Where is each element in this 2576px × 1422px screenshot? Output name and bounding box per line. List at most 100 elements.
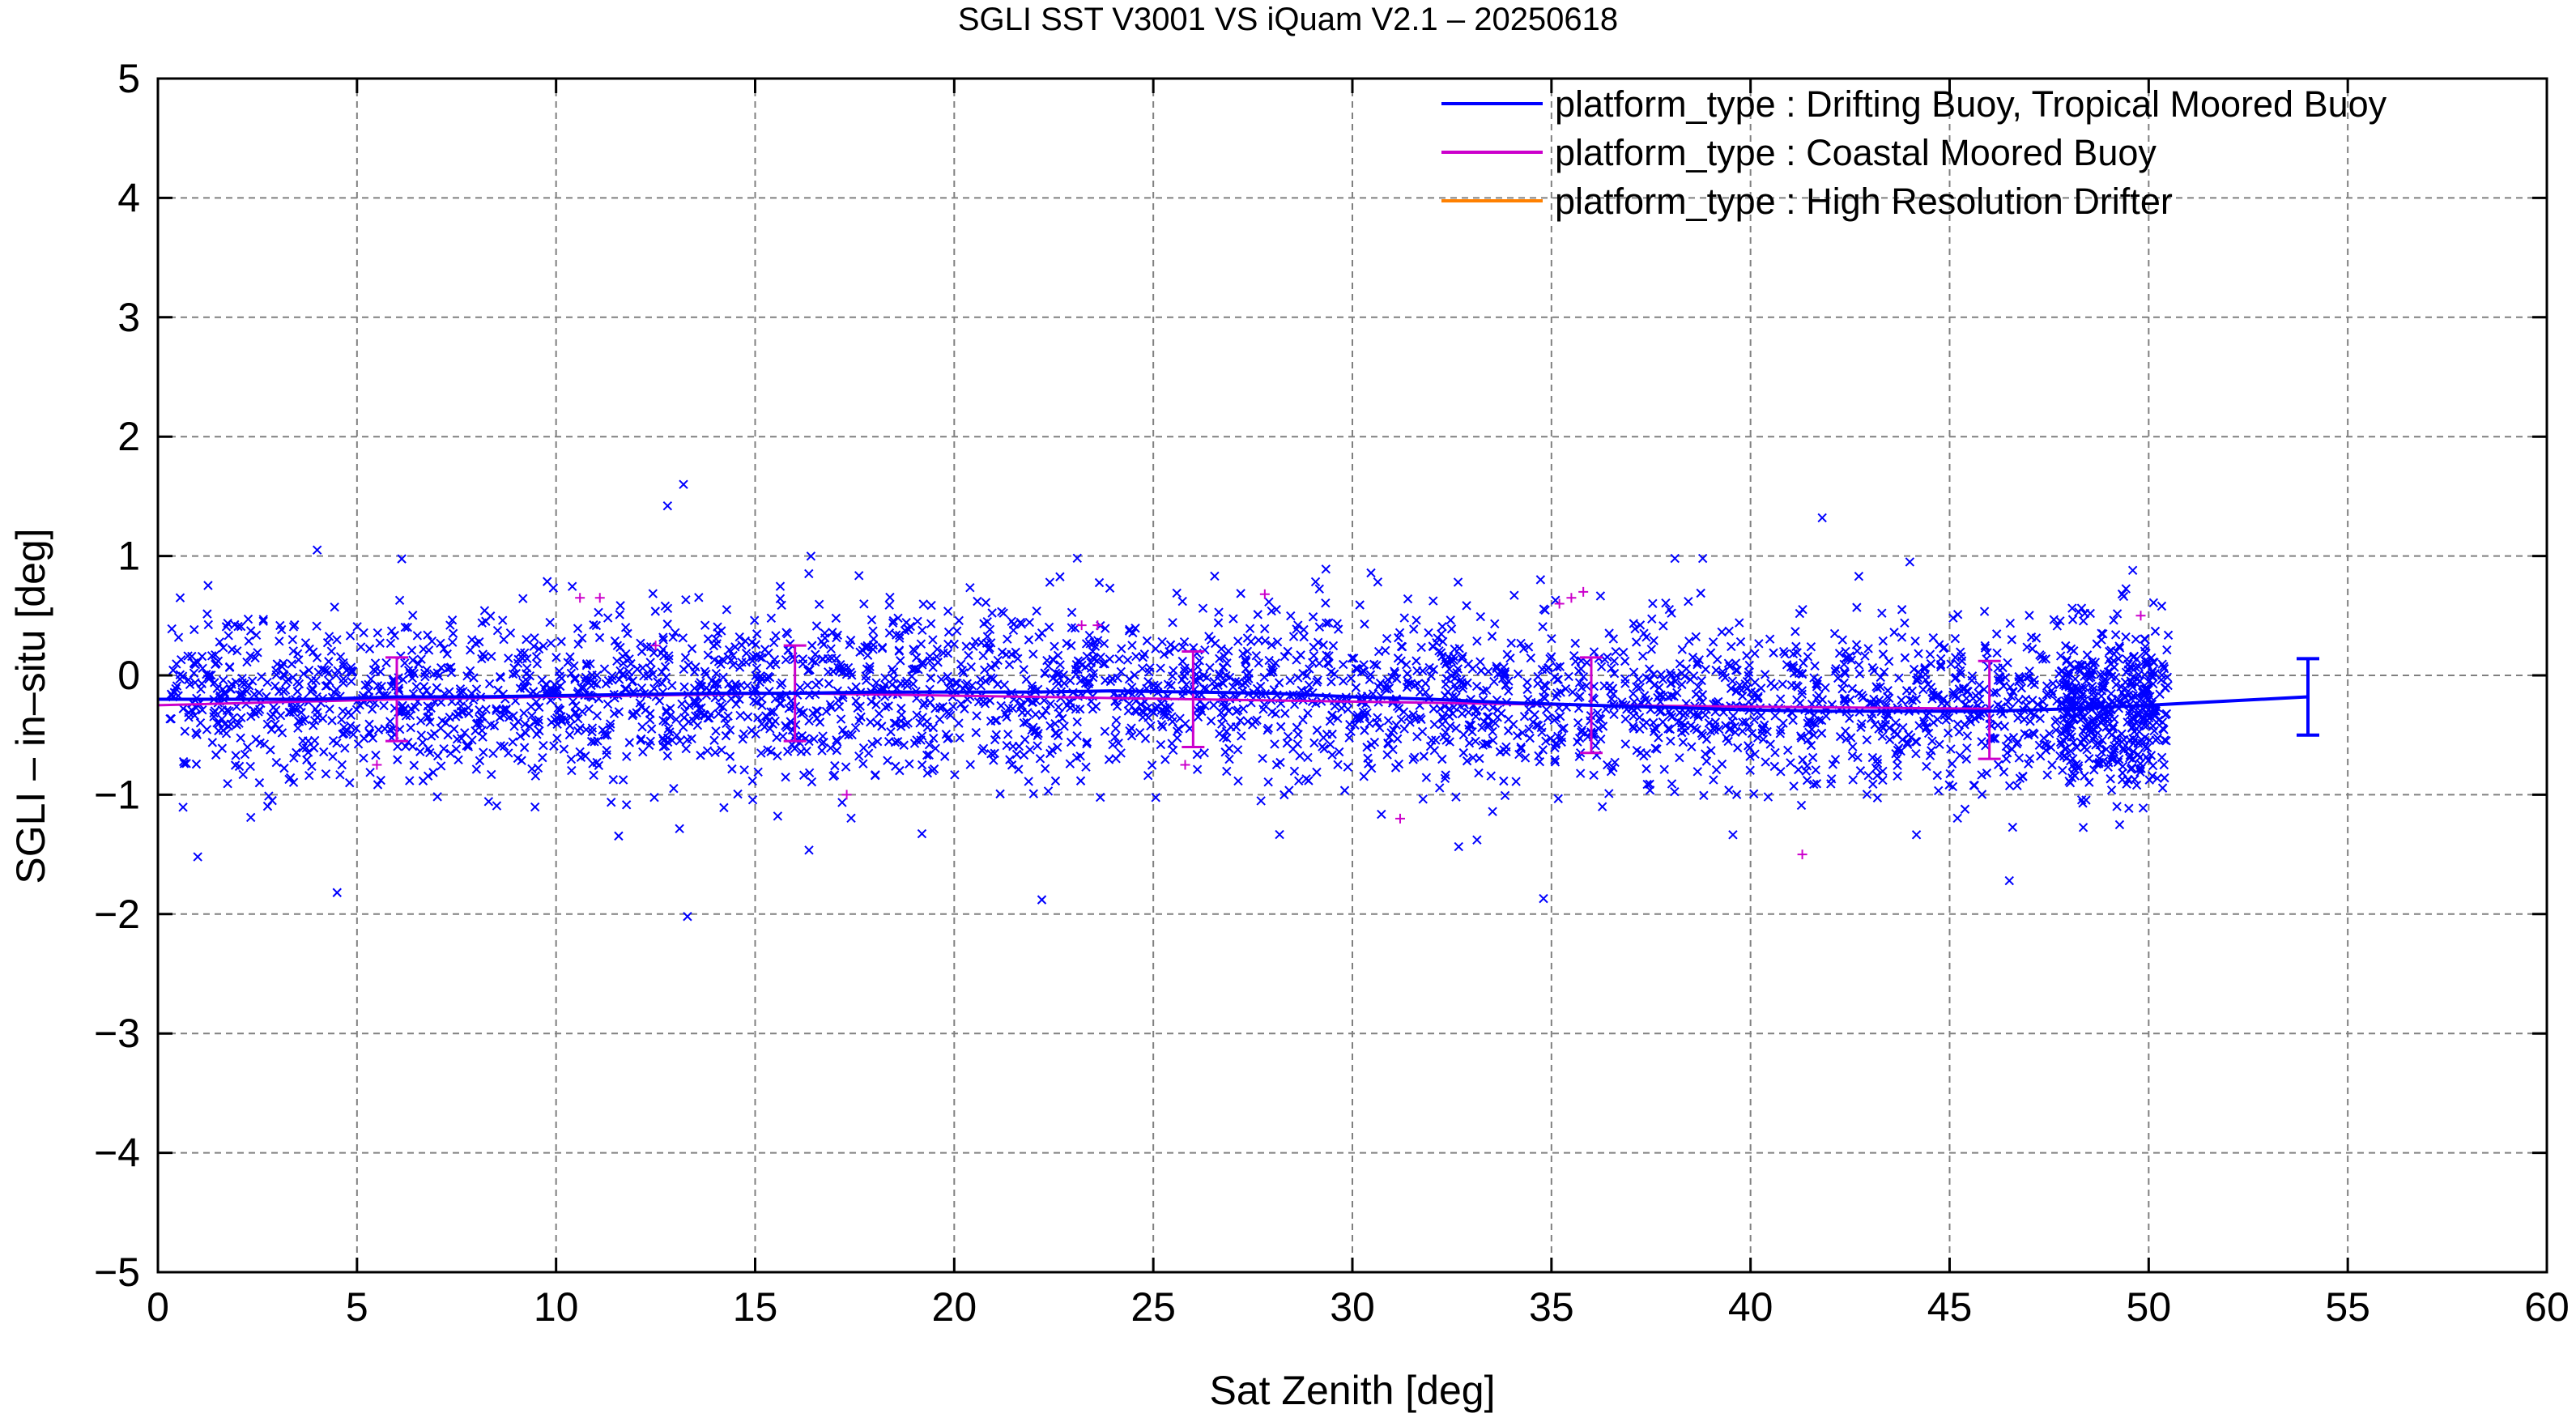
data-point xyxy=(1862,790,1872,799)
data-point xyxy=(178,756,189,767)
data-point xyxy=(1403,669,1412,679)
data-point xyxy=(728,683,739,693)
data-point xyxy=(337,714,347,725)
data-point xyxy=(451,744,462,754)
data-point xyxy=(771,631,781,641)
data-point xyxy=(1724,626,1734,636)
data-point xyxy=(484,679,495,689)
data-point xyxy=(965,583,975,593)
data-point xyxy=(1749,789,1759,798)
data-point xyxy=(1708,637,1718,647)
data-point xyxy=(1717,627,1727,637)
data-point xyxy=(1658,692,1668,701)
data-point xyxy=(1995,675,2005,686)
data-point xyxy=(1904,730,1914,740)
data-point xyxy=(1429,704,1439,713)
data-point xyxy=(398,700,407,710)
data-point xyxy=(1067,623,1077,632)
data-point xyxy=(183,651,193,661)
data-point xyxy=(832,632,841,643)
data-point xyxy=(492,801,502,811)
data-point xyxy=(1934,786,1944,796)
data-point xyxy=(1326,710,1337,721)
data-point xyxy=(681,743,691,754)
data-point xyxy=(1830,666,1840,676)
data-point xyxy=(2102,712,2113,722)
data-point xyxy=(2093,759,2104,768)
x-tick-label: 50 xyxy=(2127,1284,2172,1330)
data-point xyxy=(1146,721,1156,731)
data-point xyxy=(980,665,990,675)
data-point xyxy=(2131,780,2142,790)
data-point xyxy=(1609,656,1620,666)
data-point xyxy=(1396,714,1407,725)
data-point xyxy=(288,646,298,656)
data-point xyxy=(549,741,559,751)
data-point xyxy=(1059,722,1069,731)
data-point xyxy=(274,687,284,696)
data-point xyxy=(2051,725,2061,735)
data-point xyxy=(555,671,564,681)
data-point xyxy=(1462,601,1471,611)
data-point xyxy=(2057,697,2067,708)
data-point xyxy=(757,653,767,663)
data-point xyxy=(172,681,182,691)
data-point xyxy=(1744,667,1754,677)
data-point xyxy=(1574,678,1585,688)
data-point xyxy=(711,668,722,679)
data-point xyxy=(1163,679,1173,689)
data-point xyxy=(2003,734,2013,744)
data-point xyxy=(1516,742,1526,752)
data-point xyxy=(668,632,678,642)
data-point xyxy=(1345,719,1355,730)
data-point xyxy=(2012,739,2022,749)
data-point xyxy=(1794,764,1803,775)
data-point xyxy=(272,659,282,669)
data-point xyxy=(1438,713,1448,723)
data-point xyxy=(782,629,793,639)
data-point xyxy=(2116,682,2126,692)
data-point xyxy=(364,679,373,689)
data-point xyxy=(2078,798,2088,808)
data-point xyxy=(717,702,728,712)
data-point xyxy=(1267,662,1277,673)
x-axis-label: Sat Zenith [deg] xyxy=(1209,1368,1496,1413)
data-point xyxy=(1260,624,1270,634)
data-point xyxy=(266,712,276,722)
data-point xyxy=(470,726,480,736)
data-point xyxy=(1870,719,1880,730)
data-point xyxy=(1922,761,1931,772)
data-point xyxy=(224,631,233,641)
data-point xyxy=(1383,716,1394,726)
data-point xyxy=(2152,773,2162,783)
data-point xyxy=(1992,648,2002,658)
data-point xyxy=(1796,733,1807,743)
data-point xyxy=(2003,658,2012,668)
data-point xyxy=(943,733,954,743)
data-point xyxy=(1168,618,1177,628)
data-point xyxy=(1016,619,1027,629)
data-point xyxy=(1173,724,1183,734)
data-point xyxy=(775,594,786,603)
data-point xyxy=(2073,659,2084,669)
data-point xyxy=(2012,781,2022,790)
data-point xyxy=(567,765,577,776)
data-point xyxy=(669,784,679,794)
data-point xyxy=(1556,688,1565,697)
data-point xyxy=(645,715,655,725)
data-point xyxy=(1346,673,1356,683)
data-point xyxy=(1054,679,1063,688)
data-point xyxy=(168,665,178,675)
data-point xyxy=(1724,725,1735,734)
data-point xyxy=(525,722,534,731)
data-point xyxy=(1453,577,1463,587)
data-point xyxy=(1131,651,1141,662)
data-point xyxy=(1747,728,1757,739)
data-point xyxy=(307,761,317,772)
data-point xyxy=(1552,662,1562,672)
data-point xyxy=(2042,770,2052,780)
data-point xyxy=(534,702,544,713)
data-point xyxy=(1877,608,1887,618)
data-point xyxy=(2008,687,2018,696)
data-point xyxy=(1017,708,1027,717)
